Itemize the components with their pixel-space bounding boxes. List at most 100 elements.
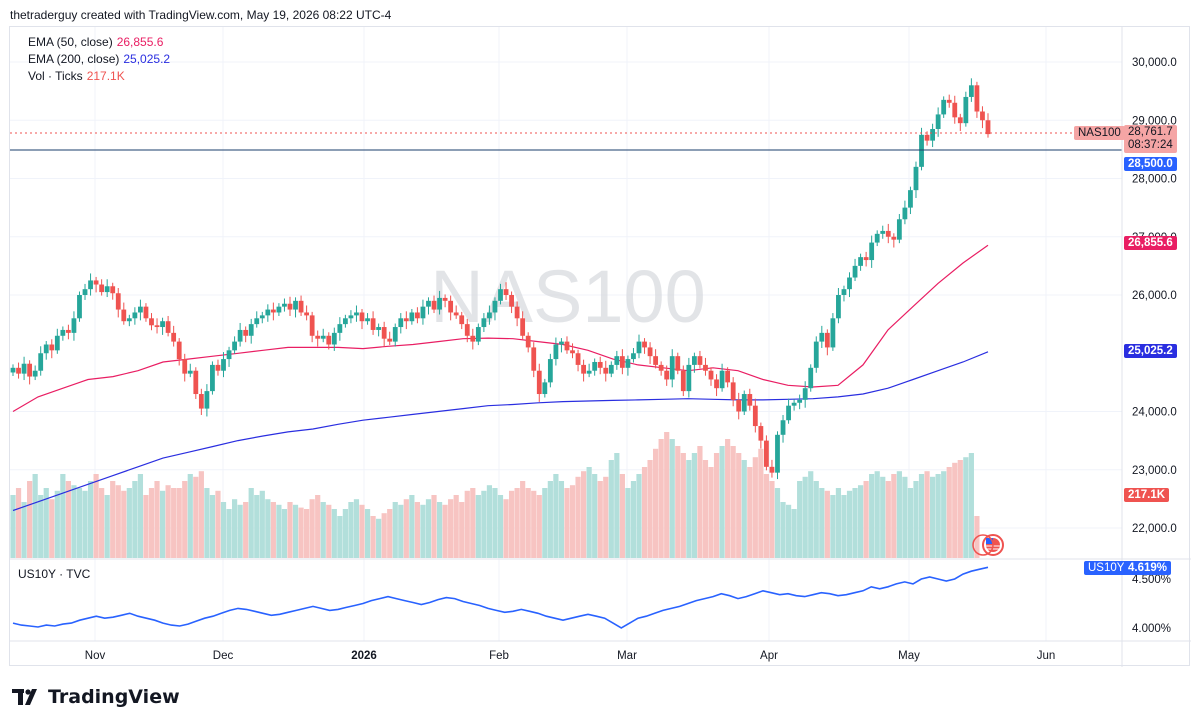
volume-bar — [869, 474, 875, 558]
candle-body — [631, 353, 636, 360]
candle — [492, 297, 498, 321]
volume-bar — [209, 495, 216, 558]
candle-body — [315, 335, 321, 339]
volume-bar — [691, 453, 697, 558]
candle — [553, 337, 559, 366]
volume-bar — [265, 499, 271, 558]
candle-body — [381, 327, 387, 339]
candle-body — [459, 315, 465, 325]
price-chart[interactable]: NAS100 4.500% 4.000% 30,000.0 29,000.0 28,0… — [10, 27, 1191, 667]
candle — [536, 363, 542, 402]
volume-bar — [630, 481, 637, 558]
candle — [697, 350, 703, 369]
candle — [647, 342, 653, 365]
candle-body — [719, 370, 725, 389]
candle — [813, 336, 819, 373]
us10y-polyline — [12, 566, 989, 629]
volume-bar — [193, 476, 199, 558]
candle — [232, 336, 237, 354]
ema200-line — [12, 351, 989, 512]
volume-bar — [924, 471, 930, 558]
candle-body — [858, 257, 863, 266]
volume-bar — [497, 495, 504, 558]
volume-bar — [21, 502, 27, 558]
candle-body — [32, 370, 38, 377]
candle — [924, 131, 930, 146]
candle-body — [547, 359, 553, 383]
tradingview-logo-icon — [12, 689, 37, 705]
legend-volume[interactable]: Vol · Ticks 217.1K — [28, 69, 125, 83]
candle — [182, 353, 188, 382]
time-tick-label: Jun — [1037, 650, 1056, 662]
volume-bar — [569, 485, 576, 558]
candle-body — [603, 367, 609, 374]
volume-bar — [165, 485, 171, 558]
candle — [221, 352, 226, 378]
volume-bar — [514, 488, 520, 558]
candle-body — [282, 303, 287, 307]
candle-body — [99, 284, 105, 293]
candle-body — [797, 399, 803, 403]
flag-icon[interactable] — [972, 534, 1004, 556]
lower-pane-title[interactable]: US10Y · TVC — [18, 567, 91, 581]
candle — [752, 398, 758, 433]
candle-body — [752, 405, 758, 427]
candle — [730, 377, 736, 407]
volume-bar — [159, 490, 166, 558]
candle-body — [808, 367, 814, 389]
candle — [891, 233, 897, 248]
candle-body — [337, 324, 343, 333]
candle-body — [614, 356, 620, 365]
candle-body — [298, 300, 304, 313]
candle — [764, 435, 769, 471]
volume-bar — [935, 474, 941, 558]
volume-bar — [885, 481, 891, 558]
volume-bar — [453, 495, 459, 558]
volume-bar — [315, 495, 321, 558]
volume-bar — [60, 474, 66, 558]
volume-bar — [719, 446, 725, 558]
candle-body — [625, 359, 631, 368]
candle — [276, 303, 282, 316]
volume-bar — [857, 485, 864, 558]
candle — [686, 357, 692, 398]
candle-body — [464, 324, 470, 336]
candle — [27, 360, 33, 385]
tradingview-logo[interactable]: TradingView — [12, 686, 180, 708]
candle — [365, 313, 370, 325]
legend-ema50[interactable]: EMA (50, close) 26,855.6 — [28, 35, 164, 49]
candle-body — [10, 367, 16, 373]
candle — [309, 311, 315, 343]
candle — [952, 95, 958, 124]
candle — [453, 305, 459, 319]
time-tick-label: Nov — [85, 650, 106, 662]
volume-bar — [254, 495, 260, 558]
legend-ema200[interactable]: EMA (200, close) 25,025.2 — [28, 52, 171, 66]
candle — [320, 328, 326, 343]
volume-bar — [270, 502, 276, 558]
candle — [525, 332, 531, 353]
volume-bar — [187, 474, 193, 558]
volume-bar — [43, 488, 49, 558]
candle — [747, 388, 753, 411]
candle-body — [813, 341, 819, 368]
candle-body — [398, 318, 404, 328]
volume-bar — [957, 460, 963, 558]
candle-body — [149, 318, 154, 326]
candle — [581, 359, 586, 382]
candle-body — [481, 318, 487, 328]
candle-body — [415, 312, 420, 319]
candle — [10, 364, 16, 376]
volume-bar — [226, 509, 232, 558]
candle-body — [503, 289, 509, 295]
candle-body — [176, 341, 182, 360]
volume-bar — [586, 467, 592, 558]
volume-bar — [420, 504, 426, 558]
candle — [503, 282, 509, 300]
volume-bar — [747, 467, 753, 558]
chart-frame[interactable]: NAS100 4.500% 4.000% 30,000.0 29,000.0 28,0… — [9, 26, 1191, 667]
candle-body — [913, 166, 919, 191]
volume-bar — [846, 490, 853, 558]
candle — [104, 279, 110, 298]
us10y-symbol-tag: US10Y — [1084, 561, 1129, 575]
